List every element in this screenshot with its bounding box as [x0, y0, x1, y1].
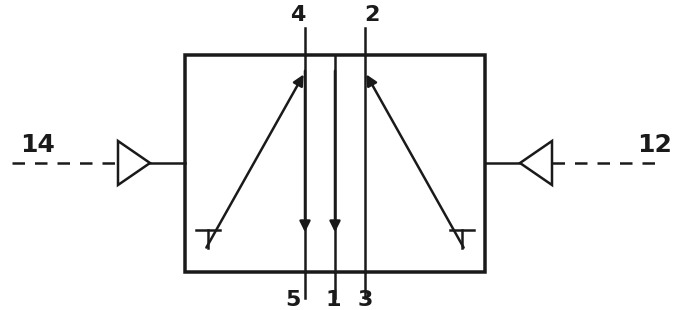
Bar — [185, 55, 485, 272]
Text: 14: 14 — [20, 133, 55, 157]
Text: 1: 1 — [325, 290, 341, 310]
Text: 12: 12 — [637, 133, 672, 157]
Text: 5: 5 — [285, 290, 301, 310]
Text: 2: 2 — [364, 5, 380, 25]
Text: 3: 3 — [357, 290, 373, 310]
Text: 4: 4 — [290, 5, 306, 25]
